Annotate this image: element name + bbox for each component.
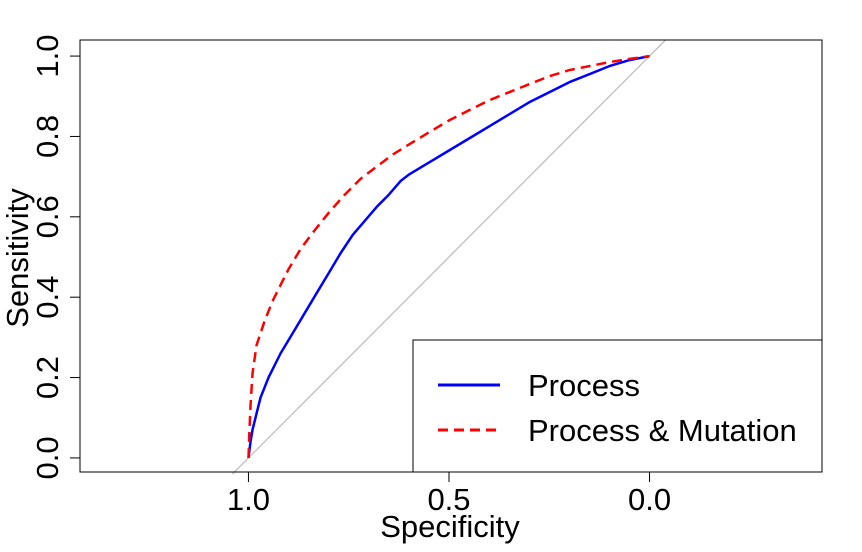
legend: Process Process & Mutation — [412, 339, 823, 473]
series-line-process — [247, 54, 650, 459]
y-tick-label: 0.8 — [30, 115, 65, 158]
y-axis-label: Sensitivity — [0, 188, 35, 328]
y-axis: 0.0 0.2 0.4 0.6 0.8 1.0 — [30, 35, 81, 479]
x-tick-label: 0.0 — [628, 482, 671, 517]
x-tick-label: 0.5 — [427, 482, 470, 517]
y-tick-label: 0.2 — [30, 356, 65, 399]
legend-box — [412, 339, 823, 473]
y-tick-label: 1.0 — [30, 35, 65, 78]
y-tick-label: 0.0 — [30, 436, 65, 479]
series-line-process-mutation — [247, 54, 650, 458]
reference-diagonal — [231, 39, 667, 475]
y-tick-label: 0.4 — [30, 276, 65, 319]
legend-label-process-mutation: Process & Mutation — [528, 413, 797, 448]
x-axis-label: Specificity — [380, 509, 520, 544]
x-tick-label: 1.0 — [227, 482, 270, 517]
legend-label-process: Process — [528, 368, 640, 403]
y-tick-label: 0.6 — [30, 195, 65, 238]
plot-area — [231, 39, 667, 475]
